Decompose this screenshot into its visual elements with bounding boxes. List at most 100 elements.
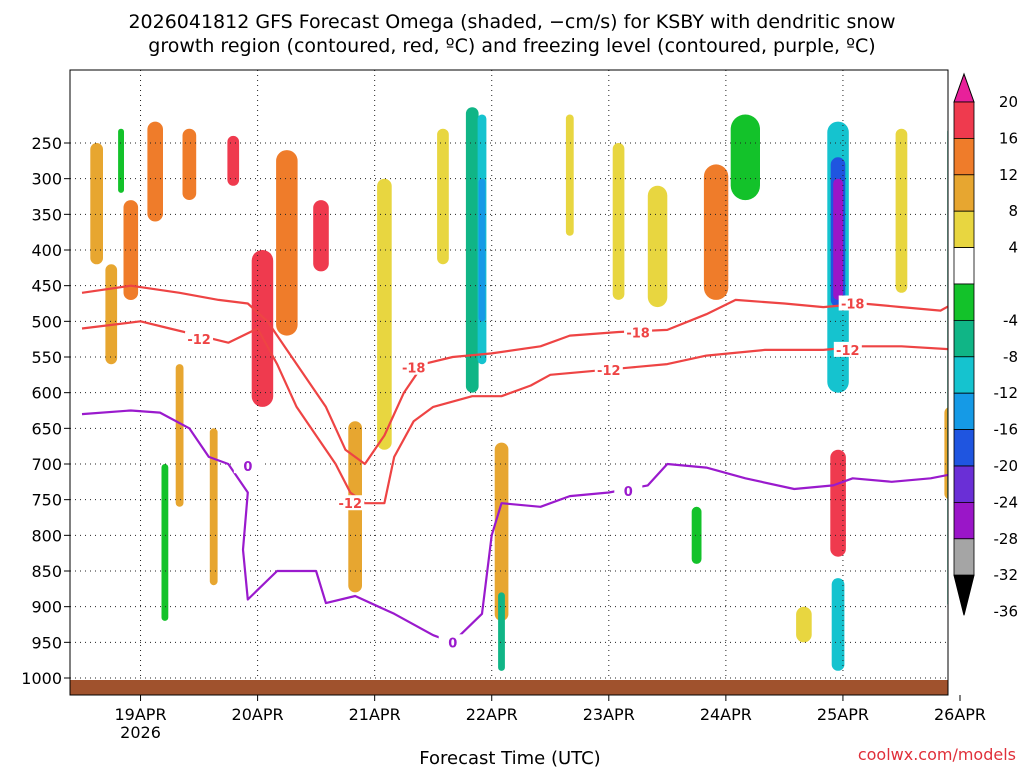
x-tick-label: 21APR xyxy=(349,705,401,724)
omega-cell xyxy=(494,442,509,621)
colorbar-bin xyxy=(953,465,975,503)
colorbar-bin xyxy=(953,137,975,176)
omega-cell xyxy=(833,178,843,300)
y-tick-label: 750 xyxy=(31,491,62,510)
colorbar: 20 16 12 8 4 -4 -8 -12 -16 -20 -24 -28 -32 -36 xyxy=(953,72,1019,621)
colorbar-tick-label: 20 xyxy=(999,93,1018,111)
omega-cell xyxy=(703,164,729,300)
colorbar-tick-label: 4 xyxy=(1008,239,1018,257)
minus12-isotherm-label: -12 xyxy=(597,364,621,379)
y-tick-label: 700 xyxy=(31,455,62,474)
colorbar-tick-label: -12 xyxy=(994,384,1019,402)
minus12-isotherm-label: -12 xyxy=(836,344,860,359)
y-tick-label: 550 xyxy=(31,348,62,367)
contour-label-bg xyxy=(614,483,643,499)
y-tick-label: 650 xyxy=(31,419,62,438)
omega-cell xyxy=(437,128,449,265)
plot-area xyxy=(70,70,948,695)
omega-cell xyxy=(313,200,329,272)
x-tick-label: 19APR xyxy=(114,705,166,724)
freezing-level-label: 0 xyxy=(243,460,252,475)
minus18-isotherm-label: -18 xyxy=(626,327,650,342)
credit-link[interactable]: coolwx.com/models xyxy=(858,745,1016,764)
minus18-isotherm-label: -18 xyxy=(841,298,865,313)
omega-cell xyxy=(209,428,218,586)
y-tick-label: 400 xyxy=(31,241,62,260)
omega-cell xyxy=(276,150,298,336)
colorbar-bin xyxy=(953,174,975,212)
contour-label-bg xyxy=(438,634,467,650)
x-tick-label: 20APR xyxy=(232,705,284,724)
contour-label-bg xyxy=(594,361,623,377)
chart-title-line1: 2026041812 GFS Forecast Omega (shaded, −… xyxy=(128,11,895,33)
omega-cell xyxy=(105,264,118,365)
omega-cell xyxy=(118,128,124,193)
minus12-isotherm-label: -12 xyxy=(187,333,211,348)
y-tick-label: 800 xyxy=(31,526,62,545)
freezing-level-label: 0 xyxy=(448,636,457,651)
x-tick-label: 26APR xyxy=(934,705,986,724)
omega-cell xyxy=(90,143,103,265)
y-axis: 250 300 350 400 450 500 550 600 650 700 750 800 850 9… xyxy=(21,134,70,688)
omega-cell xyxy=(377,178,392,450)
colorbar-bin xyxy=(953,247,975,285)
y-tick-label: 250 xyxy=(31,134,62,153)
y-tick-label: 450 xyxy=(31,277,62,296)
minus12-isotherm-label: -12 xyxy=(339,497,363,512)
omega-cell xyxy=(498,592,505,671)
y-tick-label: 950 xyxy=(31,633,62,652)
x-tick-label: 22APR xyxy=(466,705,518,724)
y-tick-label: 300 xyxy=(31,170,62,189)
colorbar-bottom-arrow xyxy=(953,574,975,616)
minus18-isotherm-line xyxy=(81,284,948,466)
omega-cell xyxy=(730,114,760,201)
omega-cell xyxy=(895,128,908,293)
colorbar-top-arrow xyxy=(953,72,975,103)
x-tick-label: 25APR xyxy=(817,705,869,724)
colorbar-tick-label: -4 xyxy=(1003,311,1018,329)
colorbar-bin xyxy=(953,283,975,321)
contour-label-bg xyxy=(185,331,214,347)
y-tick-label: 600 xyxy=(31,384,62,403)
colorbar-tick-label: -24 xyxy=(994,493,1019,511)
colorbar-tick-label: 16 xyxy=(999,129,1018,147)
omega-cell xyxy=(796,606,812,643)
contour-label-bg xyxy=(336,495,365,511)
colorbar-tick-label: -16 xyxy=(994,421,1019,439)
y-tick-label: 1000 xyxy=(21,669,62,688)
x-tick-label: 24APR xyxy=(700,705,752,724)
omega-cell xyxy=(227,135,240,186)
omega-cell xyxy=(478,178,486,322)
omega-cell xyxy=(161,464,169,621)
minus18-isotherm-label: -18 xyxy=(402,362,426,377)
terrain-surface xyxy=(70,680,948,695)
colorbar-tick-label: -20 xyxy=(994,457,1019,475)
freezing-level-line xyxy=(81,409,948,644)
colorbar-tick-label: 8 xyxy=(1008,202,1018,220)
minus12-isotherm-line xyxy=(81,320,948,505)
omega-cell xyxy=(647,185,668,308)
y-tick-label: 500 xyxy=(31,312,62,331)
omega-cell xyxy=(175,364,184,507)
omega-cell xyxy=(612,143,625,300)
y-tick-label: 350 xyxy=(31,205,62,224)
omega-cell xyxy=(147,121,163,222)
colorbar-bin xyxy=(953,392,975,431)
freezing-level-label: 0 xyxy=(624,485,633,500)
omega-cell xyxy=(830,449,846,557)
omega-cell xyxy=(251,250,274,407)
colorbar-bin xyxy=(953,501,975,540)
colorbar-bin xyxy=(953,210,975,248)
x-tick-label: 23APR xyxy=(583,705,635,724)
colorbar-bin xyxy=(953,356,975,394)
plot-frame xyxy=(69,69,949,696)
x-tick-sublabel: 2026 xyxy=(120,723,161,742)
colorbar-bin xyxy=(953,319,975,358)
chart-title-line2: growth region (contoured, red, ºC) and f… xyxy=(148,35,875,57)
colorbar-tick-label: -28 xyxy=(994,530,1019,548)
colorbar-bin xyxy=(953,101,975,139)
contour-label-bg xyxy=(838,295,867,311)
omega-cell xyxy=(182,128,197,200)
